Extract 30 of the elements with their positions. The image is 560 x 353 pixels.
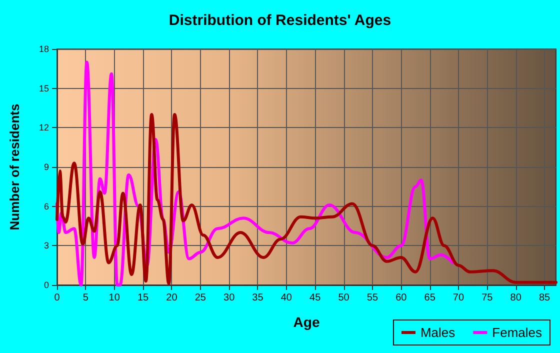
x-tick-label: 85 <box>538 292 551 304</box>
x-axis-title: Age <box>293 314 320 330</box>
x-tick-label: 30 <box>224 292 236 304</box>
y-tick-label: 6 <box>44 201 49 212</box>
y-tick-label: 0 <box>44 280 49 290</box>
x-tick-label: 5 <box>82 292 89 304</box>
chart-title: Distribution of Residents' Ages <box>168 12 392 29</box>
x-tick-label: 55 <box>366 292 378 304</box>
x-tick-label: 15 <box>137 292 150 304</box>
x-tick-label: 35 <box>252 292 264 304</box>
x-tick-label: 60 <box>396 292 408 304</box>
y-tick-label: 9 <box>44 162 49 172</box>
x-tick-label: 25 <box>194 292 206 304</box>
x-tick-label: 45 <box>310 292 322 304</box>
x-tick-label: 65 <box>424 292 436 304</box>
legend-label: Males <box>420 325 456 340</box>
y-tick-label: 15 <box>38 83 49 94</box>
x-tick-label: 75 <box>482 292 494 304</box>
x-tick-label: 0 <box>54 292 60 304</box>
legend-label: Females <box>492 325 542 340</box>
x-tick-label: 20 <box>166 292 178 304</box>
x-tick-label: 80 <box>510 292 522 304</box>
y-tick-label: 18 <box>38 44 49 54</box>
x-tick-label: 70 <box>452 292 464 304</box>
x-tick-label: 10 <box>108 292 120 304</box>
x-tick-label: 50 <box>338 292 350 304</box>
y-axis-title: Number of residents <box>7 104 22 230</box>
y-tick-label: 12 <box>38 122 49 133</box>
x-tick-label: 40 <box>280 292 292 304</box>
y-tick-label: 3 <box>44 240 49 251</box>
